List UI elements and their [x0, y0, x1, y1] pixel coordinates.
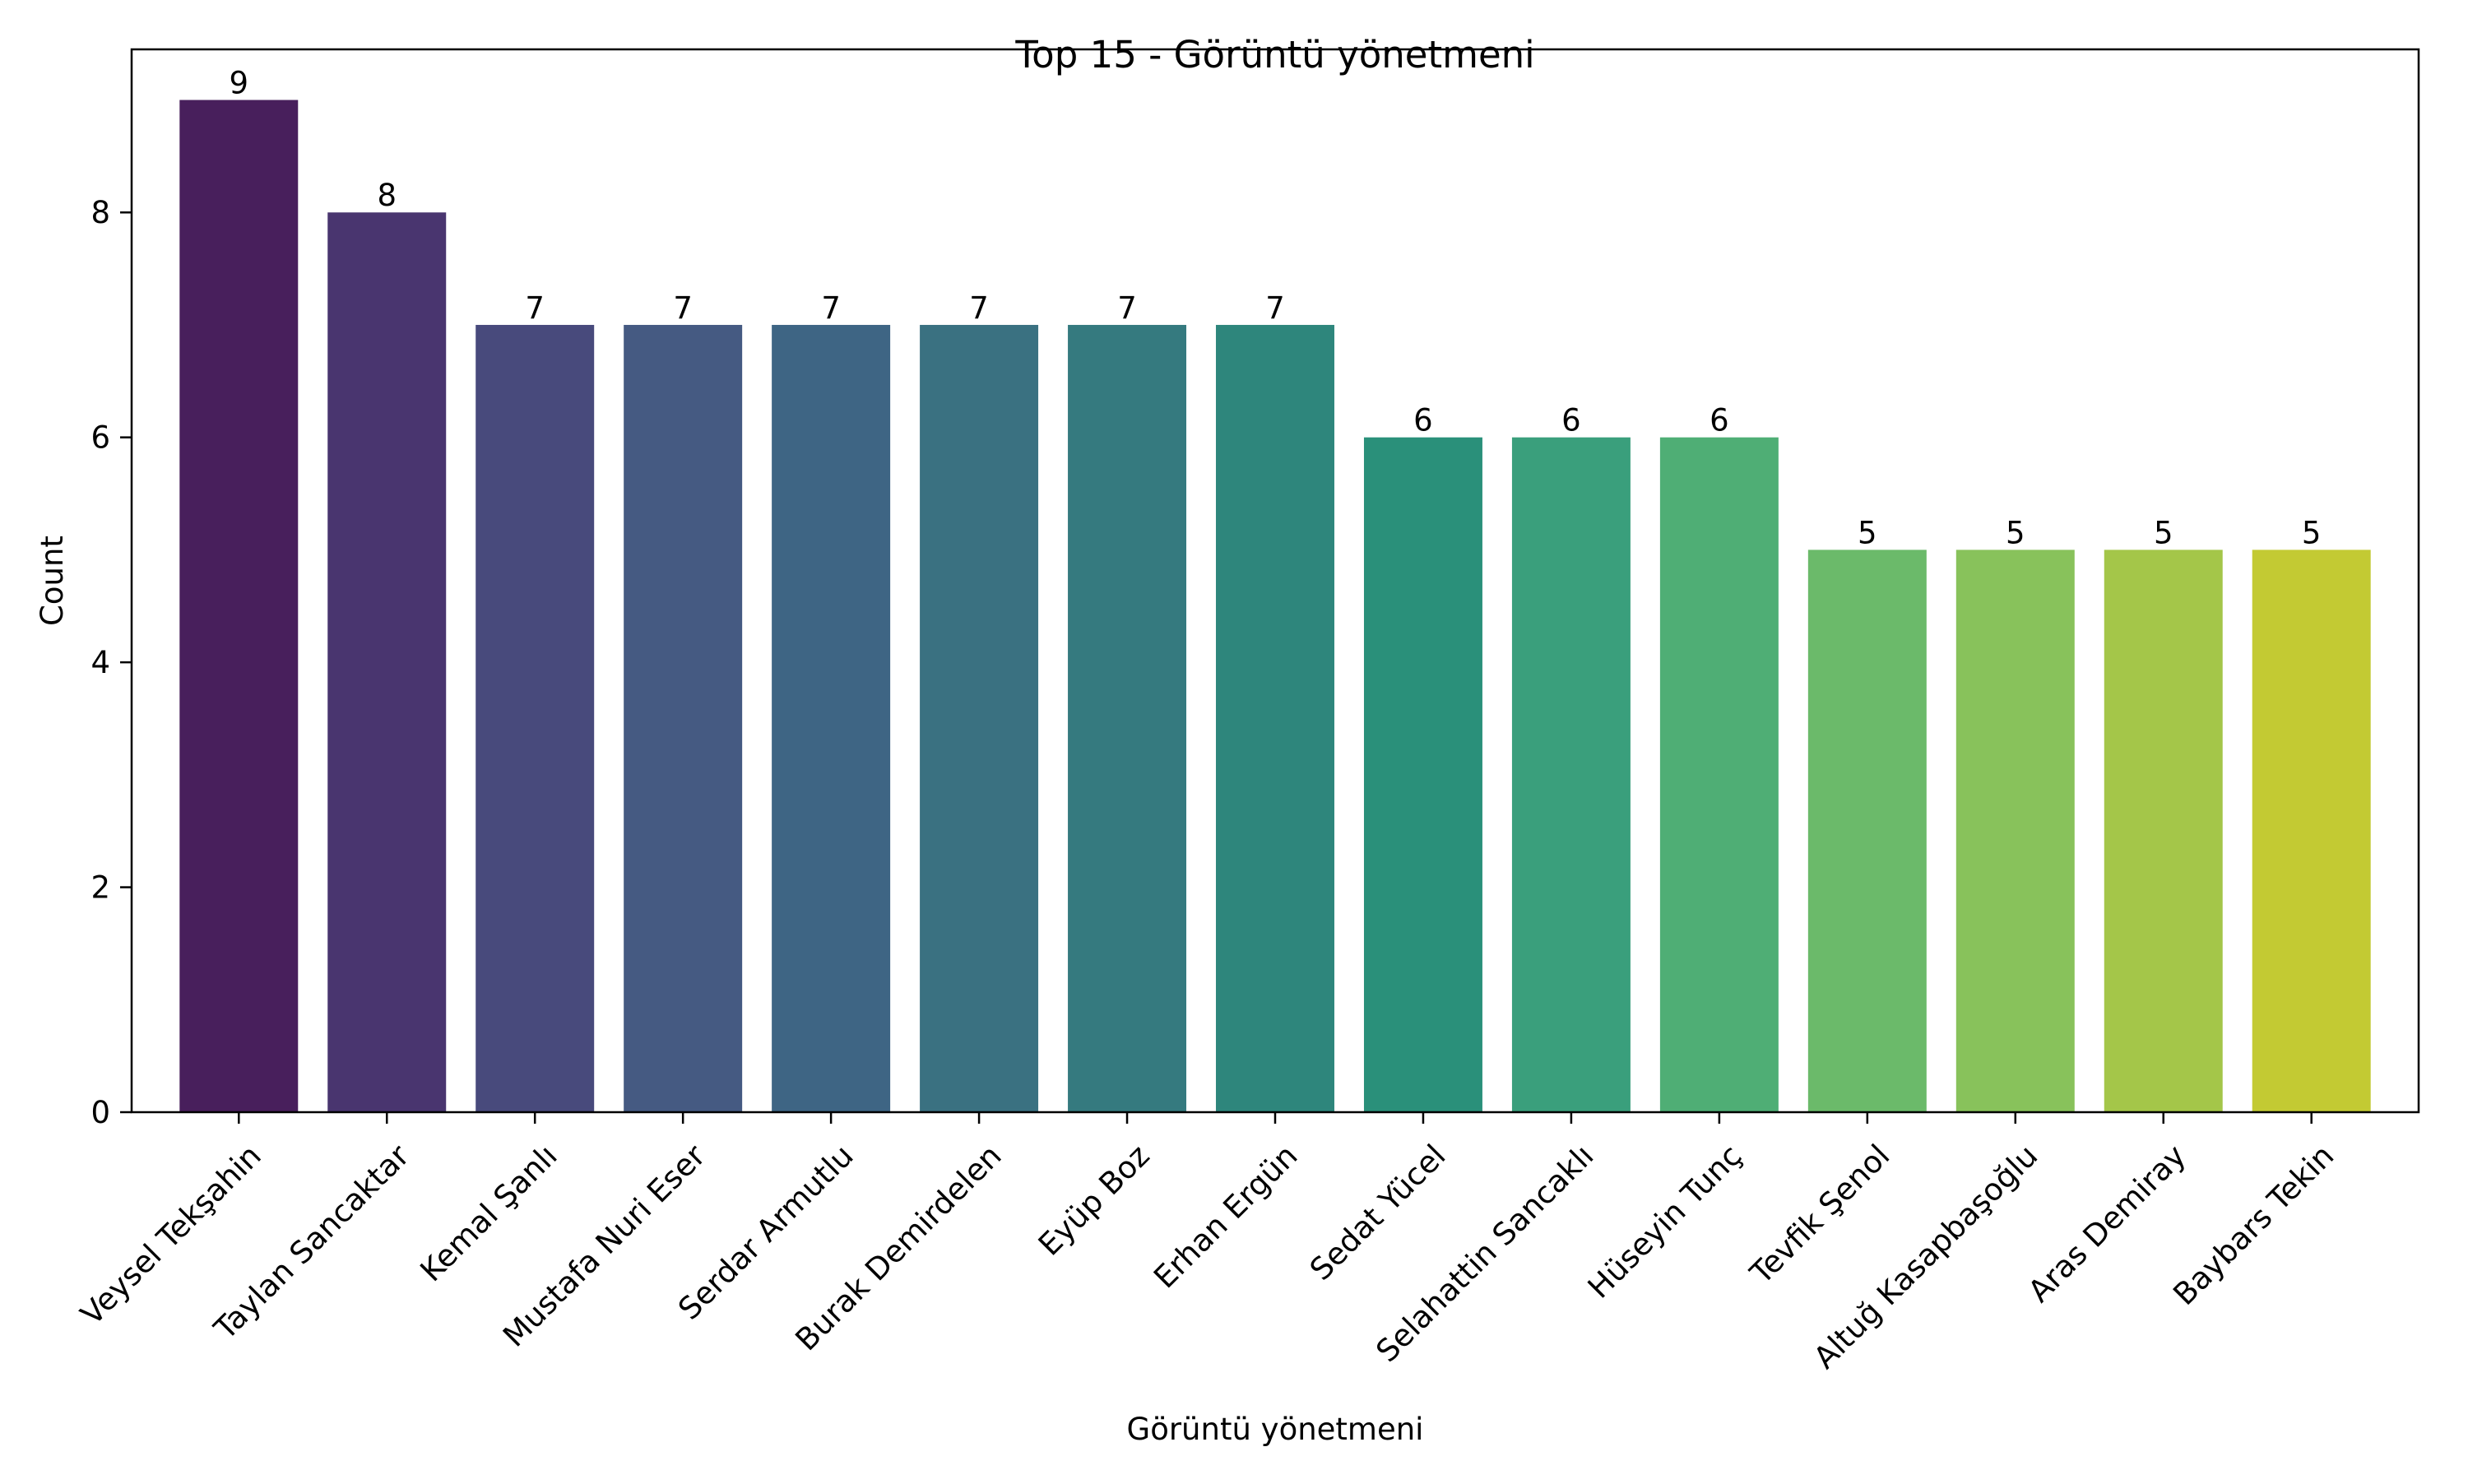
- x-tick-label-12: Tevfik Şenol: [1743, 1138, 1897, 1292]
- data-label-9: 6: [1413, 403, 1433, 438]
- x-tick-label-8: Erhan Ergün: [1147, 1138, 1304, 1295]
- x-tick-label-15: Baybars Tekin: [2166, 1138, 2340, 1312]
- data-label-12: 5: [1858, 515, 1877, 550]
- data-label-3: 7: [525, 290, 545, 326]
- plot-frame: [130, 48, 2420, 1114]
- data-labels-layer: 9 8 7 7 7 7 7 7 6 6 6 5 5 5 5: [230, 66, 2322, 551]
- bar-13: [1955, 550, 2075, 1112]
- data-label-2: 8: [377, 178, 397, 213]
- chart-title: Top 15 - Görüntü yönetmeni: [1014, 33, 1534, 77]
- bar-9: [1363, 437, 1482, 1112]
- bar-15: [2252, 550, 2371, 1112]
- bar-12: [1807, 550, 1927, 1112]
- bar-11: [1659, 437, 1779, 1112]
- bar-2: [327, 212, 447, 1112]
- data-label-1: 9: [230, 66, 249, 101]
- y-tick-label-6: 6: [90, 420, 110, 456]
- data-label-11: 6: [1710, 403, 1729, 438]
- bar-6: [920, 324, 1039, 1112]
- y-tick-label-0: 0: [90, 1095, 110, 1130]
- data-label-4: 7: [673, 290, 693, 326]
- bar-1: [179, 100, 299, 1113]
- y-tick-label-2: 2: [90, 870, 110, 906]
- data-label-13: 5: [2006, 515, 2025, 550]
- data-label-6: 7: [969, 290, 989, 326]
- y-tick-label-8: 8: [90, 195, 110, 230]
- x-tick-label-7: Eyüp Boz: [1032, 1138, 1157, 1263]
- data-label-10: 6: [1561, 403, 1581, 438]
- bars-layer: [179, 100, 2371, 1113]
- data-label-5: 7: [821, 290, 841, 326]
- data-label-7: 7: [1117, 290, 1137, 326]
- bar-5: [772, 324, 891, 1112]
- bar-10: [1511, 437, 1631, 1112]
- x-tick-label-11: Hüseyin Tunç: [1581, 1138, 1749, 1305]
- bar-8: [1216, 324, 1334, 1112]
- y-tick-label-4: 4: [90, 645, 110, 680]
- x-tick-label-9: Sedat Yücel: [1303, 1138, 1453, 1287]
- y-axis-label: Count: [35, 536, 70, 626]
- x-tick-label-14: Aras Demiray: [2021, 1138, 2192, 1309]
- bar-4: [624, 324, 743, 1112]
- data-label-8: 7: [1265, 290, 1285, 326]
- bar-3: [476, 324, 595, 1112]
- data-label-14: 5: [2154, 515, 2173, 550]
- x-tick-label-3: Kemal Şanlı: [414, 1138, 564, 1288]
- data-label-15: 5: [2302, 515, 2322, 550]
- x-axis-label: Görüntü yönetmeni: [1127, 1412, 1424, 1447]
- bar-14: [2104, 550, 2223, 1112]
- bar-7: [1068, 324, 1187, 1112]
